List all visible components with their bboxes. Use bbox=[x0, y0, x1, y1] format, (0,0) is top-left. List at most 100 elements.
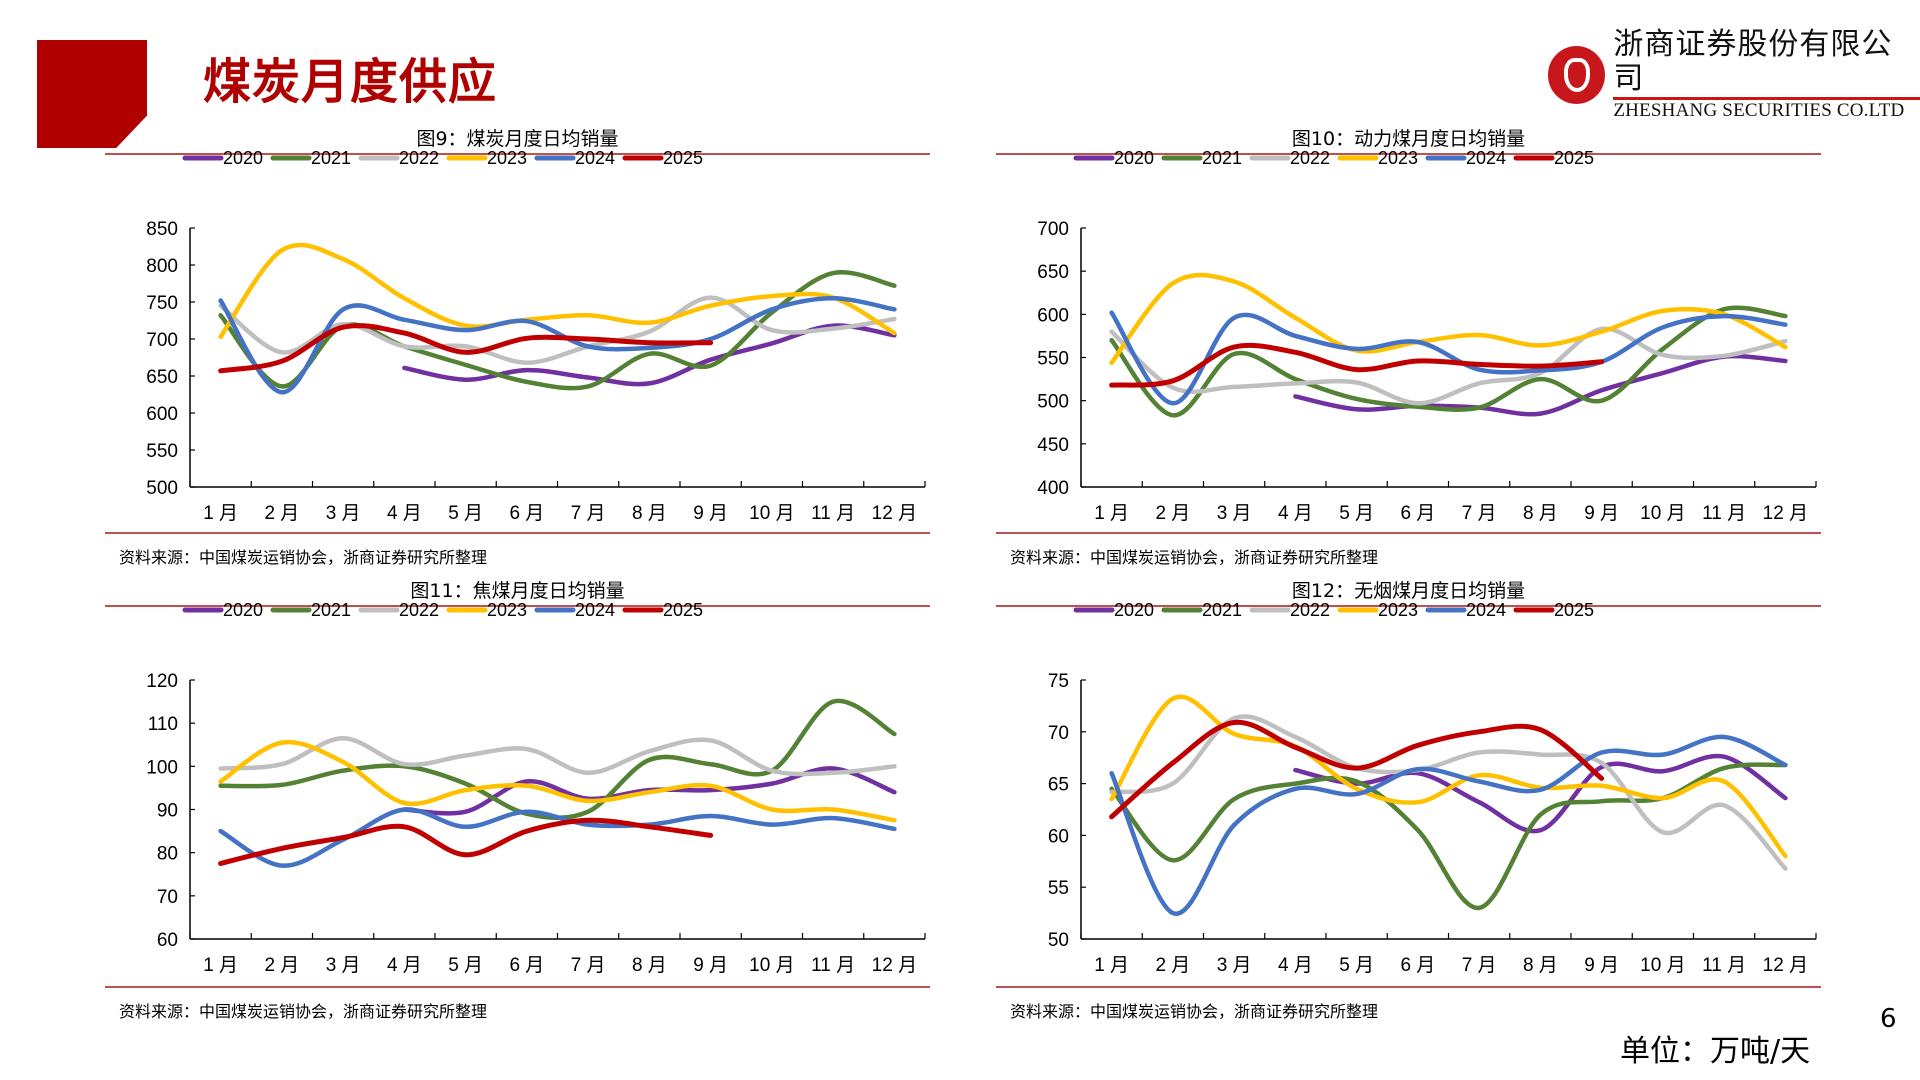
legend-item-2024: 2024 bbox=[1425, 148, 1506, 168]
series-line-2023 bbox=[1109, 694, 1788, 859]
y-tick-label: 450 bbox=[1037, 435, 1069, 456]
series-line-2022 bbox=[218, 295, 897, 365]
x-tick-label: 6 月 bbox=[509, 503, 544, 524]
chart-title: 图12：无烟煤月度日均销量 bbox=[1291, 580, 1526, 602]
x-tick-label: 2 月 bbox=[1155, 955, 1190, 976]
y-tick-label: 850 bbox=[146, 219, 178, 240]
source-rule bbox=[996, 986, 1821, 988]
legend-label: 2020 bbox=[1114, 600, 1154, 620]
x-tick-label: 1 月 bbox=[1094, 503, 1129, 524]
series-line-2024 bbox=[218, 296, 897, 395]
legend-item-2023: 2023 bbox=[446, 600, 527, 620]
series-line-2023 bbox=[218, 739, 897, 823]
series-group bbox=[1109, 272, 1788, 418]
chart-legend: 2020 2021 2022 2023 2024 2025 bbox=[1073, 600, 1594, 620]
y-tick-label: 70 bbox=[1048, 723, 1069, 744]
x-tick-label: 10 月 bbox=[1640, 955, 1685, 976]
legend-item-2020: 2020 bbox=[182, 600, 263, 620]
series-line-2025 bbox=[1109, 719, 1605, 820]
legend-label: 2023 bbox=[487, 600, 527, 620]
series-group bbox=[218, 242, 897, 395]
chart-panel-fig11: 图11：焦煤月度日均销量 2020 2021 2022 2023 2024 2025 60 7… bbox=[105, 572, 930, 1022]
y-tick-label: 70 bbox=[157, 887, 178, 908]
chart-source: 资料来源：中国煤炭运销协会，浙商证券研究所整理 bbox=[1010, 548, 1379, 567]
logo-name-en: ZHESHANG SECURITIES CO.LTD bbox=[1613, 100, 1905, 121]
legend-item-2024: 2024 bbox=[534, 600, 615, 620]
x-tick-label: 3 月 bbox=[1217, 955, 1252, 976]
series-line-2024 bbox=[218, 807, 897, 868]
x-tick-label: 8 月 bbox=[1523, 503, 1558, 524]
y-tick-label: 50 bbox=[1048, 930, 1069, 951]
legend-item-2021: 2021 bbox=[270, 148, 351, 168]
x-tick-label: 9 月 bbox=[693, 955, 728, 976]
legend-label: 2022 bbox=[399, 600, 439, 620]
y-tick-label: 80 bbox=[157, 844, 178, 865]
legend-label: 2021 bbox=[311, 600, 351, 620]
series-line-2023 bbox=[218, 242, 897, 340]
legend-item-2024: 2024 bbox=[1425, 600, 1506, 620]
x-tick-label: 10 月 bbox=[749, 955, 794, 976]
chart-legend: 2020 2021 2022 2023 2024 2025 bbox=[1073, 148, 1594, 168]
x-tick-label: 9 月 bbox=[693, 503, 728, 524]
x-tick-label: 7 月 bbox=[571, 503, 606, 524]
x-tick-label: 8 月 bbox=[632, 955, 667, 976]
x-tick-label: 4 月 bbox=[1278, 503, 1313, 524]
legend-item-2022: 2022 bbox=[1249, 148, 1330, 168]
legend-label: 2022 bbox=[1290, 148, 1330, 168]
x-tick-label: 10 月 bbox=[1640, 503, 1685, 524]
y-tick-label: 100 bbox=[146, 757, 178, 778]
legend-item-2025: 2025 bbox=[622, 148, 703, 168]
y-tick-label: 65 bbox=[1048, 775, 1069, 796]
page-title: 煤炭月度供应 bbox=[203, 54, 498, 110]
legend-label: 2024 bbox=[575, 600, 615, 620]
chart-source: 资料来源：中国煤炭运销协会，浙商证券研究所整理 bbox=[1010, 1002, 1379, 1021]
legend-item-2023: 2023 bbox=[446, 148, 527, 168]
chart-legend: 2020 2021 2022 2023 2024 2025 bbox=[182, 148, 703, 168]
y-tick-label: 60 bbox=[1048, 826, 1069, 847]
y-tick-label: 550 bbox=[146, 441, 178, 462]
legend-label: 2025 bbox=[663, 148, 703, 168]
y-tick-label: 75 bbox=[1048, 671, 1069, 692]
title-rule bbox=[996, 605, 1821, 607]
x-tick-label: 7 月 bbox=[571, 955, 606, 976]
y-tick-label: 500 bbox=[146, 478, 178, 499]
x-tick-label: 2 月 bbox=[1155, 503, 1190, 524]
y-tick-label: 120 bbox=[146, 671, 178, 692]
legend-label: 2021 bbox=[311, 148, 351, 168]
chart-title: 图11：焦煤月度日均销量 bbox=[410, 580, 625, 602]
x-tick-label: 6 月 bbox=[1400, 955, 1435, 976]
y-tick-label: 600 bbox=[146, 404, 178, 425]
chart-panel-fig9: 图9：煤炭月度日均销量 2020 2021 2022 2023 2024 2025 500 5… bbox=[105, 120, 930, 570]
x-tick-label: 11 月 bbox=[1702, 503, 1746, 524]
x-tick-label: 1 月 bbox=[203, 503, 238, 524]
legend-item-2024: 2024 bbox=[534, 148, 615, 168]
y-tick-label: 55 bbox=[1048, 878, 1069, 899]
chart-legend: 2020 2021 2022 2023 2024 2025 bbox=[182, 600, 703, 620]
line-chart: 2020 2021 2022 2023 2024 2025 500 550 600 650 700 7… bbox=[146, 148, 926, 524]
chart-source: 资料来源：中国煤炭运销协会，浙商证券研究所整理 bbox=[119, 1002, 488, 1021]
legend-label: 2023 bbox=[487, 148, 527, 168]
legend-item-2023: 2023 bbox=[1337, 148, 1418, 168]
line-chart: 2020 2021 2022 2023 2024 2025 60 70 80 90 100 110 12… bbox=[146, 600, 926, 976]
chart-source: 资料来源：中国煤炭运销协会，浙商证券研究所整理 bbox=[119, 548, 488, 567]
title-rule bbox=[996, 153, 1821, 155]
y-tick-label: 700 bbox=[146, 330, 178, 351]
axes: 60 70 80 90 100 110 120 1 月 2 月 3 月 4 月 5 月 6 月 7 月 8 … bbox=[146, 671, 926, 976]
series-line-2025 bbox=[1109, 342, 1605, 388]
y-tick-label: 500 bbox=[1037, 392, 1069, 413]
y-tick-label: 60 bbox=[157, 930, 178, 951]
legend-item-2022: 2022 bbox=[358, 600, 439, 620]
chart-title: 图9：煤炭月度日均销量 bbox=[416, 128, 619, 150]
header-corner-decoration bbox=[37, 40, 147, 148]
source-rule bbox=[105, 532, 930, 534]
x-tick-label: 4 月 bbox=[387, 955, 422, 976]
title-rule bbox=[105, 605, 930, 607]
series-line-2022 bbox=[218, 736, 897, 777]
legend-label: 2023 bbox=[1378, 600, 1418, 620]
company-logo: 浙商证券股份有限公司 ZHESHANG SECURITIES CO.LTD bbox=[1548, 28, 1920, 122]
logo-name-cn: 浙商证券股份有限公司 bbox=[1613, 28, 1920, 100]
chart-title: 图10：动力煤月度日均销量 bbox=[1291, 128, 1526, 150]
y-tick-label: 110 bbox=[148, 714, 178, 735]
page-number: 6 bbox=[1880, 1004, 1897, 1034]
axes: 500 550 600 650 700 750 800 850 1 月 2 月 3 月 4 月 5 月 6… bbox=[146, 219, 926, 524]
